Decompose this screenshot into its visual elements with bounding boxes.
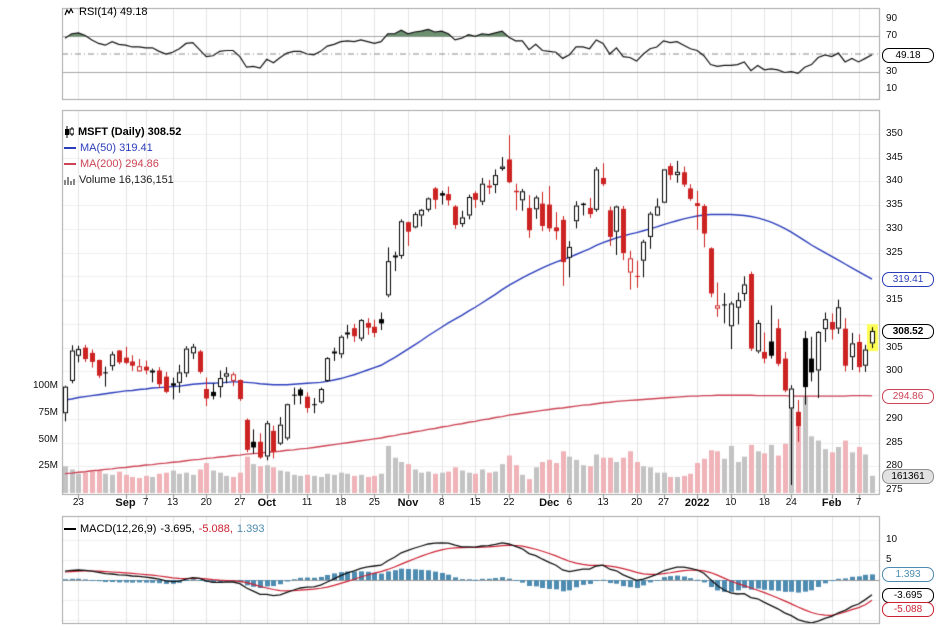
volume-axis-label: 75M [38, 406, 58, 418]
price-legend: MSFT (Daily) 308.52 MA(50) 319.41 MA(200… [64, 124, 181, 188]
macd-hist-value: 1.393 [236, 523, 265, 535]
price-axis-label: 330 [886, 222, 903, 234]
price-axis-label: 335 [886, 199, 903, 211]
ma50-legend-text: MA(50) 319.41 [80, 142, 153, 154]
x-axis-tick-label: 11 [301, 497, 313, 508]
price-axis-label: 315 [886, 294, 903, 306]
macd-legend: MACD(12,26,9) -3.695, -5.088, 1.393 [64, 521, 264, 537]
x-axis-tick-label: 27 [234, 497, 246, 508]
macd-line-badge: -3.695 [882, 588, 934, 603]
x-axis-tick-label: 8 [438, 497, 445, 508]
ma50-swatch [64, 147, 76, 149]
x-axis-tick-label: 23 [72, 497, 84, 508]
x-axis-tick-label: 10 [725, 497, 737, 508]
ma200-value-badge: 294.86 [882, 389, 934, 404]
x-axis-tick-label: 13 [597, 497, 609, 508]
rsi-axis-label: 30 [886, 65, 898, 77]
price-axis-label: 275 [886, 484, 903, 496]
x-axis-tick-label: 7 [142, 497, 149, 508]
rsi-value-badge: 49.18 [882, 48, 934, 63]
price-axis-label: 340 [886, 175, 903, 187]
macd-line-icon [64, 528, 76, 530]
x-axis-tick-label: 15 [469, 497, 481, 508]
x-axis-tick-label: 24 [785, 497, 797, 508]
rsi-line-icon [64, 7, 74, 15]
volume-axis-label: 25M [38, 460, 58, 472]
x-axis-tick-label: 22 [503, 497, 515, 508]
price-axis-label: 325 [886, 246, 903, 258]
x-axis-tick-label: 6 [566, 497, 573, 508]
x-axis-tick-label: Nov [397, 497, 419, 509]
x-axis-tick-label: 27 [657, 497, 670, 508]
x-axis-tick-label: 2022 [684, 497, 710, 509]
macd-hist-badge: 1.393 [882, 567, 934, 582]
price-axis-label: 300 [886, 365, 903, 377]
x-axis-tick-label: 13 [167, 497, 179, 508]
x-axis-tick-label: 20 [200, 497, 212, 508]
volume-value-badge: 161361 [882, 469, 934, 484]
macd-axis-label: 5 [886, 554, 892, 565]
x-axis-tick-label: Oct [257, 497, 276, 509]
price-axis-label: 345 [886, 151, 903, 163]
x-axis-tick-label: 20 [631, 497, 643, 508]
x-axis-tick-label: 18 [335, 497, 347, 508]
macd-legend-prefix: MACD(12,26,9) [80, 523, 157, 535]
rsi-axis-label: 90 [886, 12, 898, 24]
ma50-value-badge: 319.41 [882, 272, 934, 287]
price-axis-label: 280 [886, 460, 903, 472]
volume-legend-text: Volume 16,136,151 [79, 174, 174, 186]
price-axis-label: 305 [886, 341, 903, 353]
candlestick-icon [65, 126, 74, 138]
price-axis-label: 350 [886, 127, 903, 139]
price-axis-label: 285 [886, 436, 903, 448]
price-axis-label: 290 [886, 412, 903, 424]
macd-signal-badge: -5.088 [882, 602, 934, 617]
x-axis-tick-label: 7 [855, 497, 862, 508]
x-axis-tick-label: Feb [821, 497, 842, 509]
rsi-axis-label: 10 [886, 83, 898, 95]
macd-value: -3.695, [160, 523, 195, 535]
volume-bars-icon [64, 177, 75, 185]
x-axis-tick-label: Dec [539, 497, 560, 509]
symbol-title: MSFT (Daily) 308.52 [78, 126, 182, 138]
rsi-legend-text: RSI(14) 49.18 [79, 6, 148, 18]
x-axis-tick-label: 25 [368, 497, 380, 508]
last-price-badge: 308.52 [882, 324, 934, 339]
rsi-legend: RSI(14) 49.18 [64, 4, 147, 20]
macd-signal-value: -5.088, [198, 523, 233, 535]
ma200-legend-text: MA(200) 294.86 [80, 158, 159, 170]
macd-axis-label: 10 [886, 534, 898, 545]
volume-axis-label: 50M [38, 433, 58, 445]
x-axis-tick-label: 18 [758, 497, 770, 508]
volume-axis-label: 100M [32, 380, 58, 391]
rsi-axis-label: 70 [886, 30, 898, 42]
ma200-swatch [64, 163, 76, 165]
x-axis-tick-label: Sep [115, 497, 136, 509]
